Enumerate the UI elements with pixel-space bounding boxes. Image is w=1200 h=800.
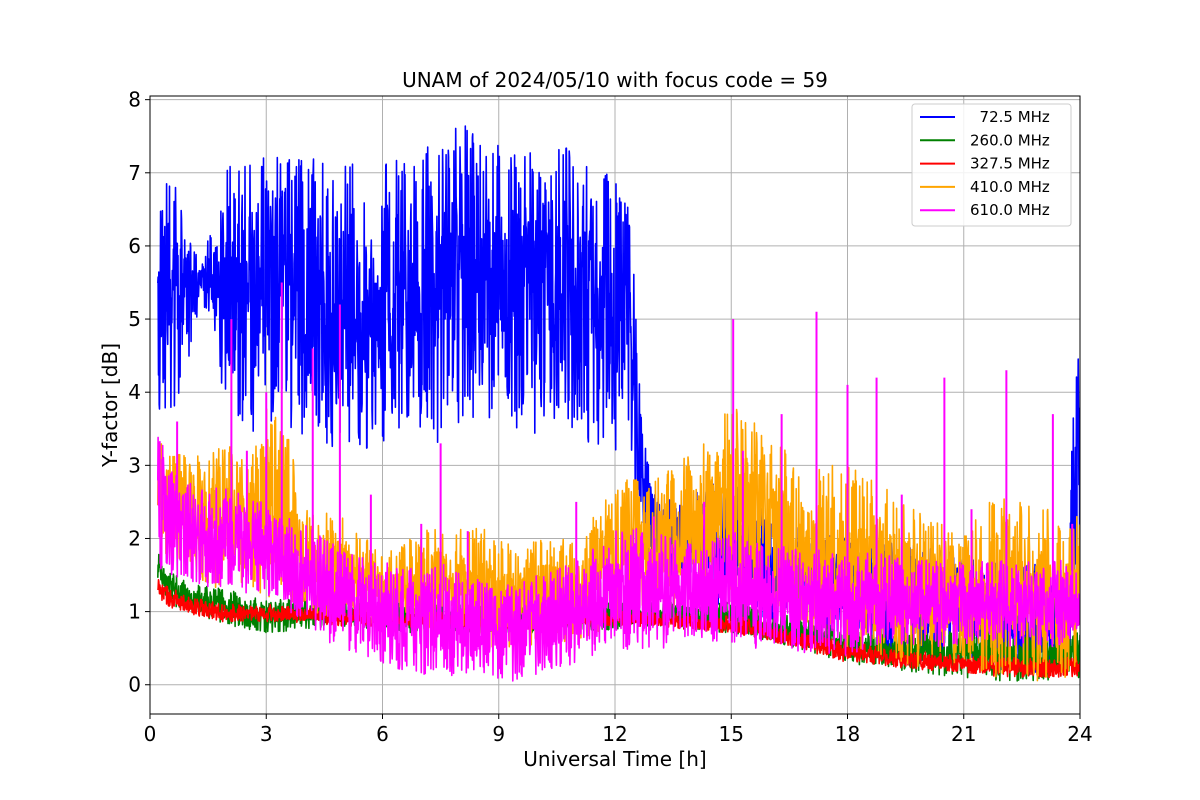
x-tick-label: 15 — [719, 722, 744, 746]
y-tick-label: 7 — [128, 161, 141, 185]
legend-label: 72.5 MHz — [970, 108, 1050, 126]
x-tick-label: 9 — [492, 722, 505, 746]
y-tick-label: 3 — [128, 453, 141, 477]
x-tick-label: 21 — [951, 722, 976, 746]
x-axis-label: Universal Time [h] — [523, 747, 706, 771]
legend-label: 260.0 MHz — [970, 131, 1050, 149]
chart-title: UNAM of 2024/05/10 with focus code = 59 — [402, 68, 828, 92]
y-tick-label: 5 — [128, 307, 141, 331]
series-layer — [157, 125, 1080, 682]
legend-label: 410.0 MHz — [970, 178, 1050, 196]
legend-label: 327.5 MHz — [970, 155, 1050, 173]
y-tick-label: 4 — [128, 380, 141, 404]
x-tick-label: 24 — [1067, 722, 1092, 746]
x-tick-label: 0 — [144, 722, 157, 746]
legend-label: 610.0 MHz — [970, 201, 1050, 219]
x-tick-label: 12 — [602, 722, 627, 746]
plot-area — [157, 125, 1080, 682]
x-tick-label: 6 — [376, 722, 389, 746]
y-axis-label: Y-factor [dB] — [98, 343, 122, 468]
y-tick-label: 8 — [128, 88, 141, 112]
series-line — [157, 436, 1080, 682]
y-tick-label: 0 — [128, 673, 141, 697]
x-tick-label: 18 — [835, 722, 860, 746]
x-tick-label: 3 — [260, 722, 273, 746]
y-tick-label: 1 — [128, 600, 141, 624]
legend-entries: 72.5 MHz 260.0 MHz 327.5 MHz 410.0 MHz 610.0… — [920, 108, 1050, 219]
y-tick-label: 2 — [128, 526, 141, 550]
legend: 72.5 MHz 260.0 MHz 327.5 MHz 410.0 MHz 610.0… — [911, 103, 1072, 227]
legend-box — [911, 103, 1072, 227]
y-tick-label: 6 — [128, 234, 141, 258]
